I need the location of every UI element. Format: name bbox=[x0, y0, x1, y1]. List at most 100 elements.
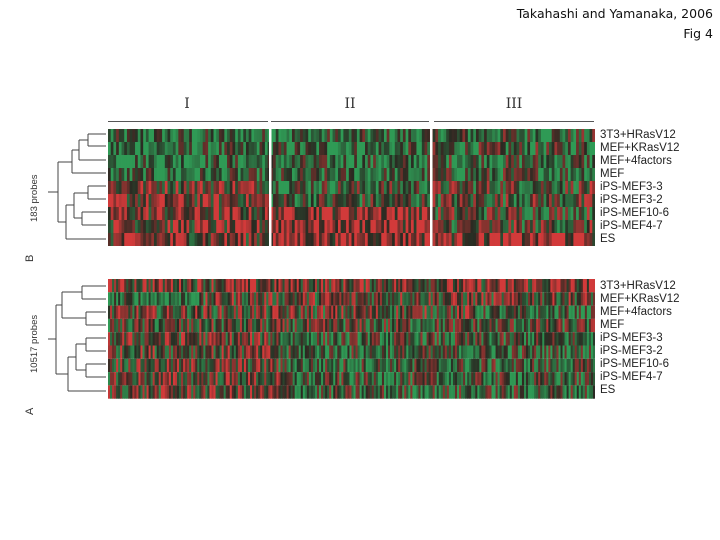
heatmap-cell bbox=[278, 233, 282, 246]
heatmap-cell bbox=[421, 233, 425, 246]
heatmap-cell bbox=[280, 318, 283, 333]
heatmap-cell bbox=[492, 194, 496, 207]
heatmap-cell bbox=[289, 207, 293, 220]
heatmap-cell bbox=[166, 332, 170, 346]
heatmap-cell bbox=[570, 372, 574, 386]
heatmap-cell bbox=[505, 372, 509, 386]
heatmap-cell bbox=[229, 142, 233, 155]
heatmap-cell bbox=[346, 194, 350, 207]
heatmap-cell bbox=[430, 345, 434, 359]
heatmap-cell bbox=[540, 207, 544, 220]
heatmap-cell bbox=[118, 358, 121, 373]
heatmap-cell bbox=[143, 142, 147, 155]
heatmap-cell bbox=[508, 129, 512, 142]
heatmap-cell bbox=[170, 372, 174, 386]
heatmap-cell bbox=[270, 345, 273, 359]
heatmap-cell bbox=[373, 292, 377, 306]
heatmap-cell bbox=[381, 220, 385, 233]
heatmap-cell bbox=[578, 332, 582, 346]
heatmap-cell bbox=[134, 385, 137, 399]
heatmap-cell bbox=[110, 358, 113, 373]
heatmap-cell bbox=[578, 233, 582, 246]
heatmap-cell bbox=[394, 194, 398, 207]
heatmap-cell bbox=[427, 142, 431, 155]
heatmap-cell bbox=[118, 292, 121, 306]
heatmap-cell bbox=[566, 305, 570, 319]
heatmap-cell bbox=[448, 345, 452, 359]
heatmap-cell bbox=[503, 207, 507, 220]
heatmap-cell bbox=[323, 318, 326, 333]
heatmap-cell bbox=[414, 332, 417, 346]
heatmap-cell bbox=[327, 233, 331, 246]
heatmap-cell bbox=[259, 181, 263, 194]
heatmap-cell bbox=[349, 305, 352, 319]
heatmap-cell bbox=[508, 168, 512, 181]
heatmap-cell bbox=[551, 142, 555, 155]
heatmap-cell bbox=[335, 305, 338, 319]
heatmap-cell bbox=[245, 220, 250, 233]
heatmap-cell bbox=[427, 220, 431, 233]
row-label-b: iPS-MEF3-3 bbox=[600, 181, 663, 193]
heatmap-cell bbox=[508, 194, 512, 207]
heatmap-cell bbox=[459, 279, 462, 293]
heatmap-cell bbox=[584, 142, 588, 155]
heatmap-cell bbox=[248, 233, 252, 246]
heatmap-cell bbox=[475, 385, 478, 399]
heatmap-cell bbox=[116, 129, 120, 142]
heatmap-cell bbox=[493, 305, 496, 319]
heatmap-cell bbox=[527, 155, 531, 168]
heatmap-cell bbox=[239, 385, 243, 399]
heatmap-cell bbox=[440, 181, 444, 194]
heatmap-cell bbox=[554, 292, 557, 306]
heatmap-cell bbox=[283, 155, 287, 168]
heatmap-cell bbox=[436, 292, 440, 306]
heatmap-cell bbox=[259, 194, 263, 207]
heatmap-cell bbox=[154, 385, 158, 399]
heatmap-cell bbox=[317, 372, 320, 386]
heatmap-cell bbox=[419, 233, 423, 246]
heatmap-cell bbox=[486, 155, 490, 168]
heatmap-cell bbox=[248, 305, 251, 319]
heatmap-cell bbox=[349, 318, 352, 333]
heatmap-cell bbox=[532, 207, 536, 220]
heatmap-cell bbox=[227, 220, 231, 233]
heatmap-cell bbox=[186, 194, 190, 207]
heatmap-cell bbox=[381, 292, 385, 306]
heatmap-cell bbox=[359, 279, 363, 293]
heatmap-cell bbox=[341, 385, 344, 399]
heatmap-cell bbox=[304, 358, 308, 373]
heatmap-cell bbox=[296, 292, 300, 306]
heatmap-cell bbox=[454, 292, 458, 306]
heatmap-cell bbox=[549, 155, 553, 168]
heatmap-cell bbox=[427, 181, 431, 194]
heatmap-cell bbox=[245, 168, 250, 181]
heatmap-cell bbox=[457, 279, 460, 293]
heatmap-cell bbox=[557, 168, 561, 181]
heatmap-cell bbox=[205, 142, 209, 155]
heatmap-cell bbox=[355, 305, 358, 319]
heatmap-cell bbox=[573, 181, 577, 194]
heatmap-cell bbox=[129, 129, 133, 142]
heatmap-cell bbox=[175, 207, 179, 220]
heatmap-cell bbox=[146, 292, 149, 306]
heatmap-cell bbox=[187, 385, 190, 399]
heatmap-cell bbox=[174, 279, 178, 293]
heatmap-cell bbox=[367, 220, 371, 233]
heatmap-cell bbox=[189, 279, 192, 293]
heatmap-cell bbox=[528, 332, 531, 346]
heatmap-cell bbox=[211, 372, 214, 386]
heatmap-cell bbox=[416, 181, 420, 194]
heatmap-cell bbox=[144, 279, 147, 293]
heatmap-cell bbox=[412, 279, 415, 293]
heatmap-cell bbox=[371, 279, 375, 293]
heatmap-cell bbox=[554, 385, 557, 399]
heatmap-cell bbox=[573, 207, 577, 220]
heatmap-cell bbox=[266, 385, 269, 399]
heatmap-cell bbox=[367, 318, 371, 333]
heatmap-cell bbox=[199, 181, 204, 194]
heatmap-cell bbox=[183, 372, 186, 386]
heatmap-cell bbox=[202, 168, 206, 181]
heatmap-cell bbox=[355, 358, 358, 373]
heatmap-cell bbox=[126, 305, 129, 319]
heatmap-cell bbox=[578, 318, 582, 333]
